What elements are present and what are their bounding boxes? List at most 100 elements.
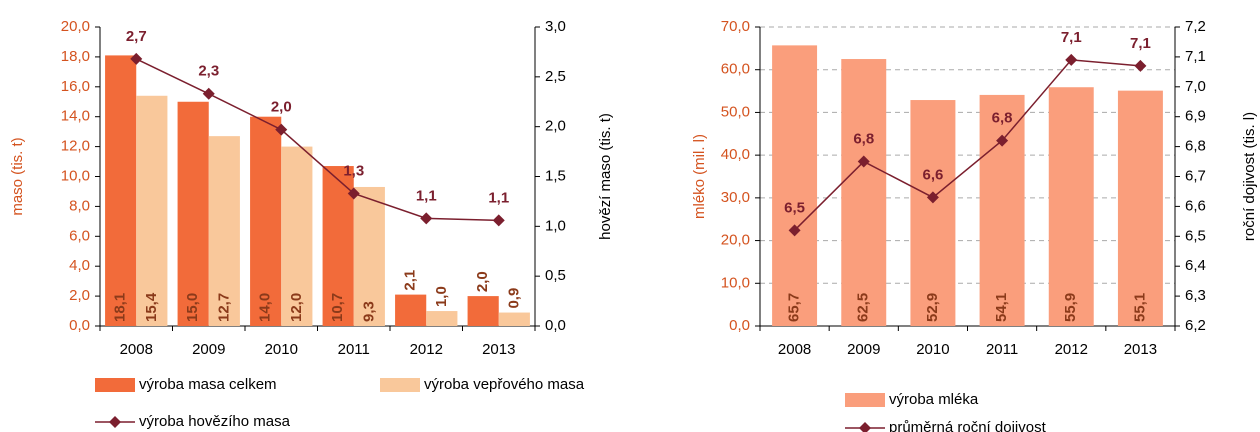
line-value-label: 6,8 xyxy=(992,110,1013,127)
y-tick-label: 30,0 xyxy=(721,189,750,206)
line-marker xyxy=(1134,59,1147,72)
y2-axis-title: roční dojivost (tis. l) xyxy=(1241,112,1258,241)
bar xyxy=(1117,90,1163,326)
y-tick-label: 16,0 xyxy=(61,78,90,95)
x-tick-label: 2009 xyxy=(847,341,880,358)
bar xyxy=(208,136,240,326)
legend-marker xyxy=(109,416,121,428)
line-marker xyxy=(347,187,360,200)
line-value-label: 1,1 xyxy=(488,189,509,206)
legend-swatch xyxy=(845,393,885,407)
y-tick-label: 70,0 xyxy=(721,18,750,35)
line-value-label: 1,1 xyxy=(416,187,437,204)
x-tick-label: 2008 xyxy=(778,341,811,358)
y-tick-label: 2,0 xyxy=(69,287,90,304)
y-tick-label: 4,0 xyxy=(69,257,90,274)
y-tick-label: 60,0 xyxy=(721,61,750,78)
bar-value-label: 55,9 xyxy=(1062,293,1079,322)
x-tick-label: 2010 xyxy=(265,341,298,358)
bar-value-label: 54,1 xyxy=(993,293,1010,322)
line-value-label: 2,3 xyxy=(198,63,219,80)
bar-value-label: 18,1 xyxy=(112,293,129,322)
bar xyxy=(250,116,282,326)
line-value-label: 2,0 xyxy=(271,99,292,116)
legend-swatch xyxy=(380,378,420,392)
line-value-label: 7,1 xyxy=(1061,29,1082,46)
y-tick-label: 40,0 xyxy=(721,146,750,163)
y2-tick-label: 6,5 xyxy=(1185,227,1206,244)
line xyxy=(135,58,499,222)
y2-tick-label: 6,3 xyxy=(1185,287,1206,304)
y2-tick-label: 6,6 xyxy=(1185,197,1206,214)
line-value-label: 1,3 xyxy=(343,162,364,179)
bar-value-label: 15,0 xyxy=(184,293,201,322)
bar xyxy=(1048,87,1094,326)
y2-tick-label: 6,7 xyxy=(1185,167,1206,184)
legend-label: výroba hovězího masa xyxy=(139,413,291,430)
y2-tick-label: 7,1 xyxy=(1185,48,1206,65)
y-tick-label: 6,0 xyxy=(69,227,90,244)
y-tick-label: 0,0 xyxy=(69,317,90,334)
line-value-label: 6,5 xyxy=(784,199,805,216)
line-value-label: 6,8 xyxy=(853,131,874,148)
y-axis-title: mléko (mil. l) xyxy=(691,134,708,219)
line-value-label: 6,6 xyxy=(922,166,943,183)
y2-tick-label: 1,5 xyxy=(545,167,566,184)
y-tick-label: 10,0 xyxy=(721,274,750,291)
y2-tick-label: 6,2 xyxy=(1185,317,1206,334)
bar xyxy=(910,100,956,326)
y2-tick-label: 7,2 xyxy=(1185,18,1206,35)
line-marker xyxy=(1065,53,1078,66)
line-marker xyxy=(275,123,288,136)
bar xyxy=(841,59,887,327)
y-tick-label: 50,0 xyxy=(721,103,750,120)
bar-value-label: 55,1 xyxy=(1131,293,1148,322)
bar-value-label: 10,7 xyxy=(329,293,346,322)
y-tick-label: 10,0 xyxy=(61,167,90,184)
line-marker xyxy=(788,224,801,237)
bar-value-label: 0,9 xyxy=(505,288,522,309)
bar-value-label: 1,0 xyxy=(433,286,450,307)
x-tick-label: 2013 xyxy=(1124,341,1157,358)
bar-value-label: 9,3 xyxy=(360,301,377,322)
y-tick-label: 0,0 xyxy=(729,317,750,334)
legend-label: výroba vepřového masa xyxy=(424,376,585,393)
bar-value-label: 2,1 xyxy=(402,270,419,291)
bar-value-label: 12,7 xyxy=(215,293,232,322)
bar xyxy=(395,294,427,326)
bar xyxy=(772,45,818,327)
line xyxy=(794,59,1141,231)
bar-value-label: 62,5 xyxy=(855,293,872,322)
x-tick-label: 2012 xyxy=(410,341,443,358)
line-marker xyxy=(492,214,505,227)
legend-label: průměrná roční dojivost xyxy=(889,419,1047,432)
y-axis-title: maso (tis. t) xyxy=(9,137,26,215)
y-tick-label: 20,0 xyxy=(721,232,750,249)
x-tick-label: 2011 xyxy=(338,341,370,358)
x-tick-label: 2012 xyxy=(1055,341,1088,358)
bar xyxy=(979,94,1025,326)
bar-value-label: 12,0 xyxy=(288,293,305,322)
y2-tick-label: 0,0 xyxy=(545,317,566,334)
line-marker xyxy=(420,212,433,225)
bar xyxy=(136,95,168,327)
bar xyxy=(281,146,313,326)
x-tick-label: 2008 xyxy=(120,341,153,358)
bar xyxy=(105,55,137,326)
x-tick-label: 2010 xyxy=(916,341,949,358)
legend-label: výroba masa celkem xyxy=(139,376,277,393)
line-marker xyxy=(996,134,1009,147)
bar xyxy=(426,311,458,326)
bar-value-label: 14,0 xyxy=(257,293,274,322)
y2-tick-label: 6,8 xyxy=(1185,138,1206,155)
line-value-label: 2,7 xyxy=(126,28,147,45)
line-marker xyxy=(130,52,143,65)
y2-tick-label: 6,4 xyxy=(1185,257,1206,274)
y-tick-label: 14,0 xyxy=(61,108,90,125)
y-tick-label: 18,0 xyxy=(61,48,90,65)
y2-tick-label: 2,5 xyxy=(545,68,566,85)
y-tick-label: 8,0 xyxy=(69,197,90,214)
bar xyxy=(353,186,385,326)
bar-value-label: 2,0 xyxy=(474,271,491,292)
y2-tick-label: 6,9 xyxy=(1185,108,1206,125)
